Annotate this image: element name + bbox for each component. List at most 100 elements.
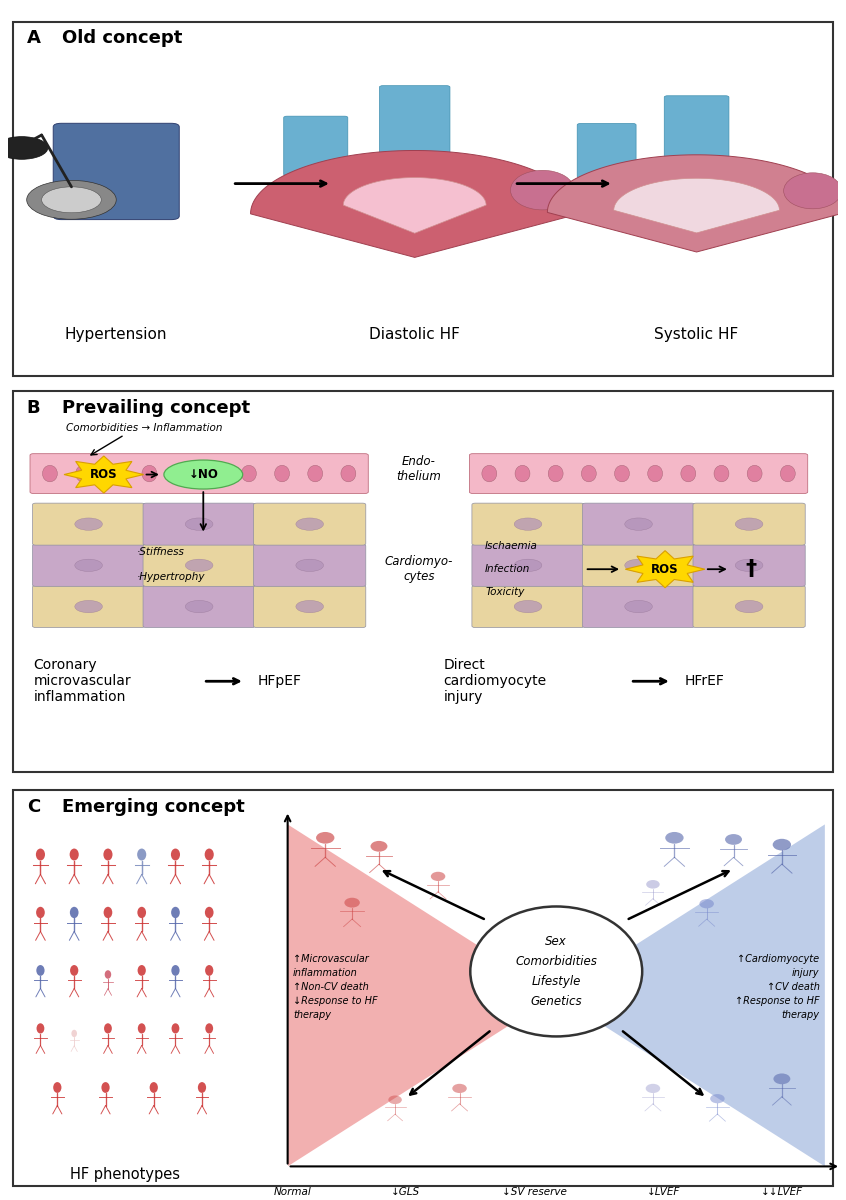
- Ellipse shape: [142, 466, 157, 482]
- Circle shape: [41, 187, 102, 212]
- Circle shape: [71, 1030, 77, 1037]
- Circle shape: [431, 871, 445, 881]
- FancyBboxPatch shape: [582, 586, 695, 628]
- Text: HF phenotypes: HF phenotypes: [70, 1166, 180, 1182]
- Circle shape: [104, 1024, 112, 1033]
- FancyBboxPatch shape: [13, 391, 832, 772]
- Ellipse shape: [470, 906, 642, 1037]
- Circle shape: [206, 1024, 213, 1033]
- Text: Systolic HF: Systolic HF: [655, 328, 739, 342]
- Polygon shape: [625, 551, 705, 588]
- Circle shape: [137, 907, 146, 918]
- Text: Prevailing concept: Prevailing concept: [63, 400, 250, 418]
- FancyBboxPatch shape: [582, 545, 695, 587]
- Circle shape: [172, 965, 179, 976]
- FancyBboxPatch shape: [32, 545, 145, 587]
- FancyBboxPatch shape: [143, 503, 255, 545]
- Circle shape: [69, 848, 79, 860]
- Circle shape: [645, 1084, 660, 1093]
- Text: ↓NO: ↓NO: [189, 468, 218, 481]
- Circle shape: [646, 880, 660, 889]
- Text: ↓↓LVEF: ↓↓LVEF: [761, 1187, 803, 1196]
- Circle shape: [205, 907, 213, 918]
- Text: A: A: [27, 29, 41, 47]
- Ellipse shape: [241, 466, 256, 482]
- Text: ·Stiffness: ·Stiffness: [137, 547, 184, 557]
- Circle shape: [150, 1082, 158, 1093]
- Text: Cardiomyo-
cytes: Cardiomyo- cytes: [385, 556, 453, 583]
- Ellipse shape: [735, 600, 763, 613]
- Text: ↑Cardiomyocyte
injury
↑CV death
↑Response to HF
therapy: ↑Cardiomyocyte injury ↑CV death ↑Respons…: [735, 954, 820, 1020]
- FancyBboxPatch shape: [577, 124, 636, 178]
- Text: ↓SV reserve: ↓SV reserve: [503, 1187, 567, 1196]
- Ellipse shape: [548, 466, 563, 482]
- Circle shape: [27, 180, 116, 220]
- Ellipse shape: [514, 518, 541, 530]
- Ellipse shape: [482, 466, 497, 482]
- Circle shape: [772, 839, 791, 851]
- Text: ↓GLS: ↓GLS: [391, 1187, 420, 1196]
- Ellipse shape: [296, 518, 323, 530]
- FancyBboxPatch shape: [143, 586, 255, 628]
- Ellipse shape: [747, 466, 762, 482]
- Ellipse shape: [783, 173, 842, 209]
- FancyBboxPatch shape: [693, 586, 805, 628]
- FancyBboxPatch shape: [472, 503, 584, 545]
- Ellipse shape: [514, 559, 541, 571]
- FancyBboxPatch shape: [254, 586, 365, 628]
- Text: HFrEF: HFrEF: [684, 674, 724, 689]
- Ellipse shape: [735, 518, 763, 530]
- Polygon shape: [613, 179, 779, 233]
- Circle shape: [70, 907, 79, 918]
- Polygon shape: [288, 824, 557, 1166]
- FancyBboxPatch shape: [13, 22, 832, 376]
- Circle shape: [36, 907, 45, 918]
- Ellipse shape: [208, 466, 223, 482]
- Circle shape: [665, 832, 684, 844]
- FancyBboxPatch shape: [693, 503, 805, 545]
- Circle shape: [102, 1082, 110, 1093]
- Circle shape: [205, 965, 213, 976]
- Text: Hypertension: Hypertension: [65, 328, 168, 342]
- Text: Diastolic HF: Diastolic HF: [369, 328, 460, 342]
- Ellipse shape: [185, 518, 213, 530]
- Circle shape: [36, 965, 45, 976]
- Ellipse shape: [109, 466, 124, 482]
- Circle shape: [105, 971, 111, 979]
- Circle shape: [0, 137, 48, 160]
- Circle shape: [36, 1024, 44, 1033]
- Ellipse shape: [74, 559, 102, 571]
- Text: Emerging concept: Emerging concept: [63, 798, 245, 816]
- Circle shape: [36, 848, 45, 860]
- FancyBboxPatch shape: [664, 96, 729, 178]
- Ellipse shape: [175, 466, 190, 482]
- Text: ↓LVEF: ↓LVEF: [647, 1187, 680, 1196]
- Circle shape: [171, 907, 180, 918]
- Text: †: †: [745, 559, 756, 580]
- Text: ·Hypertrophy: ·Hypertrophy: [137, 572, 206, 582]
- Circle shape: [137, 848, 146, 860]
- Text: ↑Microvascular
inflammation
↑Non-CV death
↓Response to HF
therapy: ↑Microvascular inflammation ↑Non-CV deat…: [293, 954, 377, 1020]
- FancyBboxPatch shape: [283, 116, 348, 175]
- FancyBboxPatch shape: [693, 545, 805, 587]
- Circle shape: [205, 848, 214, 860]
- Circle shape: [103, 848, 113, 860]
- Polygon shape: [547, 155, 846, 252]
- Text: Comorbidities → Inflammation: Comorbidities → Inflammation: [67, 424, 223, 433]
- Circle shape: [388, 1096, 402, 1104]
- Circle shape: [138, 965, 146, 976]
- FancyBboxPatch shape: [53, 124, 179, 220]
- Ellipse shape: [780, 466, 795, 482]
- Ellipse shape: [42, 466, 58, 482]
- Ellipse shape: [296, 559, 323, 571]
- Polygon shape: [557, 824, 825, 1166]
- Text: Coronary
microvascular
inflammation: Coronary microvascular inflammation: [33, 658, 131, 704]
- Circle shape: [138, 1024, 146, 1033]
- FancyBboxPatch shape: [472, 586, 584, 628]
- FancyBboxPatch shape: [13, 790, 832, 1186]
- Text: Direct
cardiomyocyte
injury: Direct cardiomyocyte injury: [443, 658, 547, 704]
- Circle shape: [700, 899, 714, 908]
- Text: ROS: ROS: [90, 468, 118, 481]
- FancyBboxPatch shape: [32, 586, 145, 628]
- Polygon shape: [64, 456, 144, 493]
